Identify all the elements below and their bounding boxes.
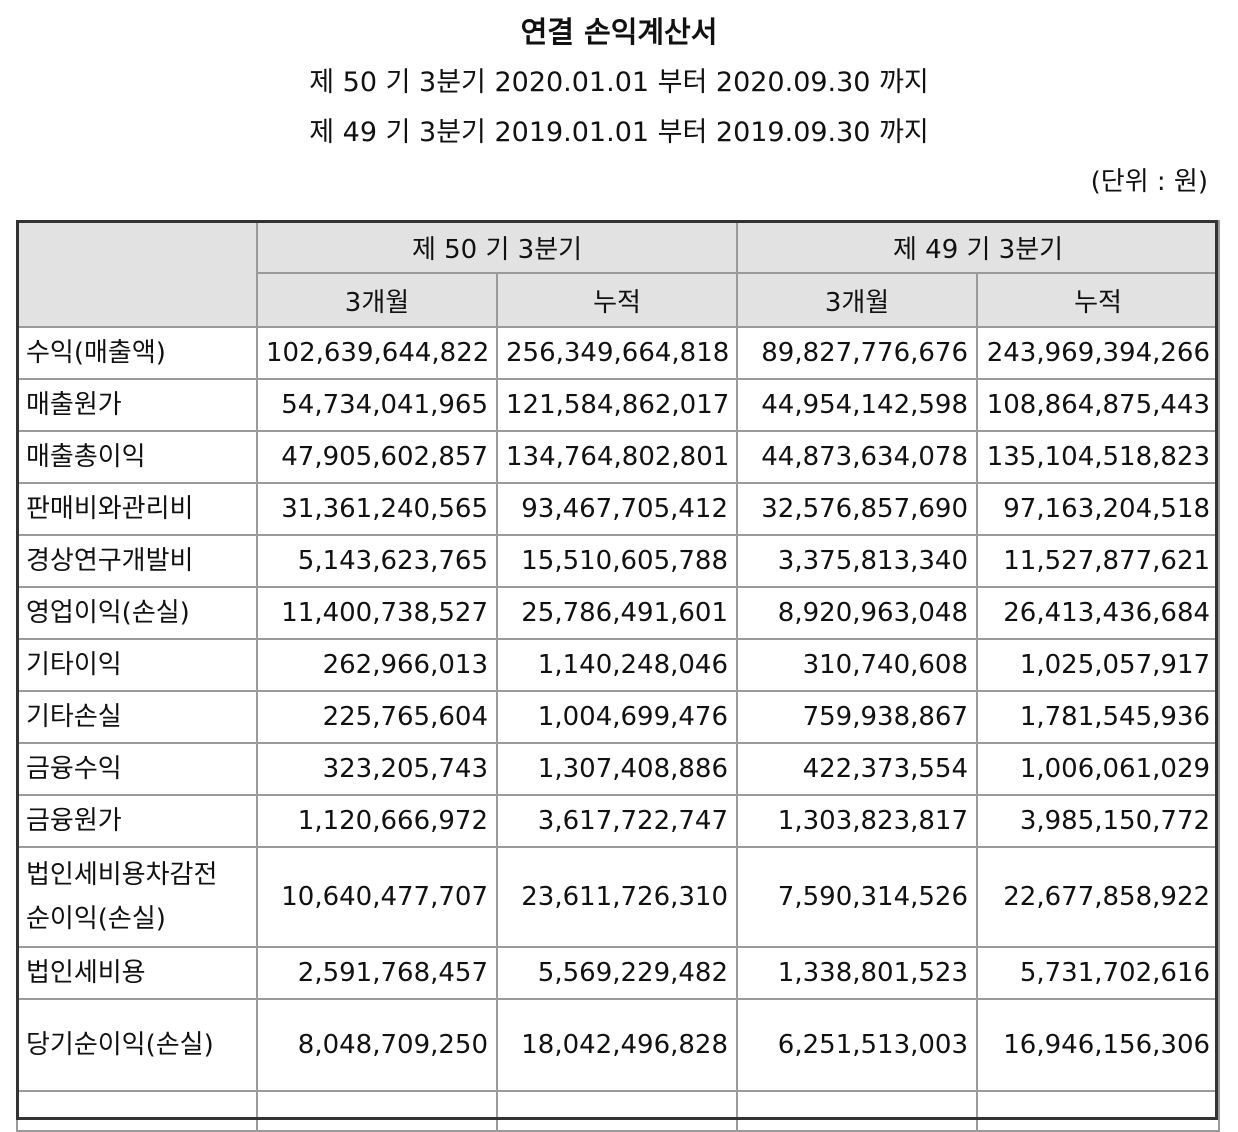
prior-3months-value: 6,251,513,003 [736, 998, 979, 1092]
prior-3months-value: 310,740,608 [736, 638, 979, 692]
empty-cell [976, 1090, 1221, 1132]
row-label: 당기순이익(손실) [16, 998, 258, 1092]
header-prior-cumulative: 누적 [976, 272, 1221, 328]
current-3months-value: 1,120,666,972 [256, 794, 498, 848]
current-3months-value: 47,905,602,857 [256, 430, 498, 484]
header-current-cumulative: 누적 [495, 272, 739, 328]
current-cumulative-value: 18,042,496,828 [495, 998, 739, 1092]
table-row: 법인세비용차감전 순이익(손실) 10,640,477,707 23,611,726… [16, 846, 1221, 948]
prior-3months-value: 422,373,554 [736, 742, 979, 796]
prior-3months-value: 1,338,801,523 [736, 946, 979, 1000]
empty-cell [495, 1090, 739, 1132]
prior-period-text: 제 49 기 3분기 2019.01.01 부터 2019.09.30 까지 [309, 117, 929, 148]
row-label: 법인세비용차감전 순이익(손실) [16, 846, 258, 948]
empty-cell [256, 1090, 498, 1132]
prior-cumulative-value: 97,163,204,518 [976, 482, 1221, 536]
header-current-period: 제 50 기 3분기 [255, 220, 739, 274]
prior-3months-value: 44,954,142,598 [736, 378, 979, 432]
table-row: 금융원가 1,120,666,972 3,617,722,747 1,303,823,… [16, 794, 1221, 848]
prior-cumulative-value: 26,413,436,684 [976, 586, 1221, 640]
current-cumulative-value: 134,764,802,801 [495, 430, 739, 484]
table-row: 수익(매출액) 102,639,644,822 256,349,664,818 89,… [16, 326, 1221, 380]
row-label: 매출원가 [16, 378, 258, 432]
row-label: 경상연구개발비 [16, 534, 258, 588]
row-label: 기타이익 [16, 638, 258, 692]
table-row: 금융수익 323,205,743 1,307,408,886 422,373,554 1… [16, 742, 1221, 796]
current-cumulative-value: 1,004,699,476 [495, 690, 739, 744]
prior-cumulative-value: 108,864,875,443 [976, 378, 1221, 432]
prior-cumulative-value: 243,969,394,266 [976, 326, 1221, 380]
table-row: 기타이익 262,966,013 1,140,248,046 310,740,608 1… [16, 638, 1221, 692]
header-prior-3months: 3개월 [736, 272, 979, 328]
prior-3months-value: 44,873,634,078 [736, 430, 979, 484]
table-row: 당기순이익(손실) 8,048,709,250 18,042,496,828 6,25… [16, 998, 1221, 1092]
prior-cumulative-value: 16,946,156,306 [976, 998, 1221, 1092]
current-cumulative-value: 15,510,605,788 [495, 534, 739, 588]
current-3months-value: 54,734,041,965 [256, 378, 498, 432]
row-label: 매출총이익 [16, 430, 258, 484]
current-period-text: 제 50 기 3분기 2020.01.01 부터 2020.09.30 까지 [309, 67, 929, 98]
table-row: 매출원가 54,734,041,965 121,584,862,017 44,954,… [16, 378, 1221, 432]
current-3months-value: 2,591,768,457 [256, 946, 498, 1000]
current-3months-value: 11,400,738,527 [256, 586, 498, 640]
current-3months-value: 31,361,240,565 [256, 482, 498, 536]
prior-cumulative-value: 22,677,858,922 [976, 846, 1221, 948]
current-cumulative-value: 1,307,408,886 [495, 742, 739, 796]
empty-cell [16, 1090, 258, 1132]
row-label: 영업이익(손실) [16, 586, 258, 640]
table-row: 매출총이익 47,905,602,857 134,764,802,801 44,873… [16, 430, 1221, 484]
table-row: 영업이익(손실) 11,400,738,527 25,786,491,601 8,92… [16, 586, 1221, 640]
table-row-cutoff [16, 1090, 1221, 1132]
current-cumulative-value: 256,349,664,818 [495, 326, 739, 380]
current-cumulative-value: 5,569,229,482 [495, 946, 739, 1000]
table-row: 기타손실 225,765,604 1,004,699,476 759,938,867 1… [16, 690, 1221, 744]
header-blank-cell [16, 220, 258, 328]
row-label: 수익(매출액) [16, 326, 258, 380]
table-row: 법인세비용 2,591,768,457 5,569,229,482 1,338,801… [16, 946, 1221, 1000]
prior-cumulative-value: 1,006,061,029 [976, 742, 1221, 796]
row-label: 금융수익 [16, 742, 258, 796]
income-statement-table: 제 50 기 3분기 제 49 기 3분기 3개월 누적 3개월 누적 수익(매… [16, 220, 1221, 1132]
current-cumulative-value: 121,584,862,017 [495, 378, 739, 432]
row-label: 판매비와관리비 [16, 482, 258, 536]
prior-3months-value: 32,576,857,690 [736, 482, 979, 536]
current-cumulative-value: 23,611,726,310 [495, 846, 739, 948]
current-cumulative-value: 3,617,722,747 [495, 794, 739, 848]
prior-3months-value: 759,938,867 [736, 690, 979, 744]
prior-cumulative-value: 1,025,057,917 [976, 638, 1221, 692]
unit-label: (단위 : 원) [1090, 167, 1208, 197]
prior-3months-value: 7,590,314,526 [736, 846, 979, 948]
current-3months-value: 323,205,743 [256, 742, 498, 796]
prior-3months-value: 8,920,963,048 [736, 586, 979, 640]
current-cumulative-value: 93,467,705,412 [495, 482, 739, 536]
row-label: 법인세비용 [16, 946, 258, 1000]
statement-title: 연결 손익계산서 [520, 15, 718, 49]
row-label: 금융원가 [16, 794, 258, 848]
table-row: 판매비와관리비 31,361,240,565 93,467,705,412 32,57… [16, 482, 1221, 536]
prior-cumulative-value: 5,731,702,616 [976, 946, 1221, 1000]
prior-3months-value: 3,375,813,340 [736, 534, 979, 588]
table-row: 경상연구개발비 5,143,623,765 15,510,605,788 3,375,… [16, 534, 1221, 588]
prior-cumulative-value: 3,985,150,772 [976, 794, 1221, 848]
current-3months-value: 8,048,709,250 [256, 998, 498, 1092]
prior-3months-value: 1,303,823,817 [736, 794, 979, 848]
current-3months-value: 102,639,644,822 [256, 326, 498, 380]
prior-cumulative-value: 135,104,518,823 [976, 430, 1221, 484]
current-3months-value: 5,143,623,765 [256, 534, 498, 588]
current-3months-value: 225,765,604 [256, 690, 498, 744]
header-current-3months: 3개월 [256, 272, 498, 328]
header-prior-period: 제 49 기 3분기 [736, 220, 1221, 274]
prior-cumulative-value: 1,781,545,936 [976, 690, 1221, 744]
current-cumulative-value: 1,140,248,046 [495, 638, 739, 692]
row-label: 기타손실 [16, 690, 258, 744]
prior-cumulative-value: 11,527,877,621 [976, 534, 1221, 588]
current-cumulative-value: 25,786,491,601 [495, 586, 739, 640]
current-3months-value: 262,966,013 [256, 638, 498, 692]
empty-cell [736, 1090, 979, 1132]
current-3months-value: 10,640,477,707 [256, 846, 498, 948]
prior-3months-value: 89,827,776,676 [736, 326, 979, 380]
